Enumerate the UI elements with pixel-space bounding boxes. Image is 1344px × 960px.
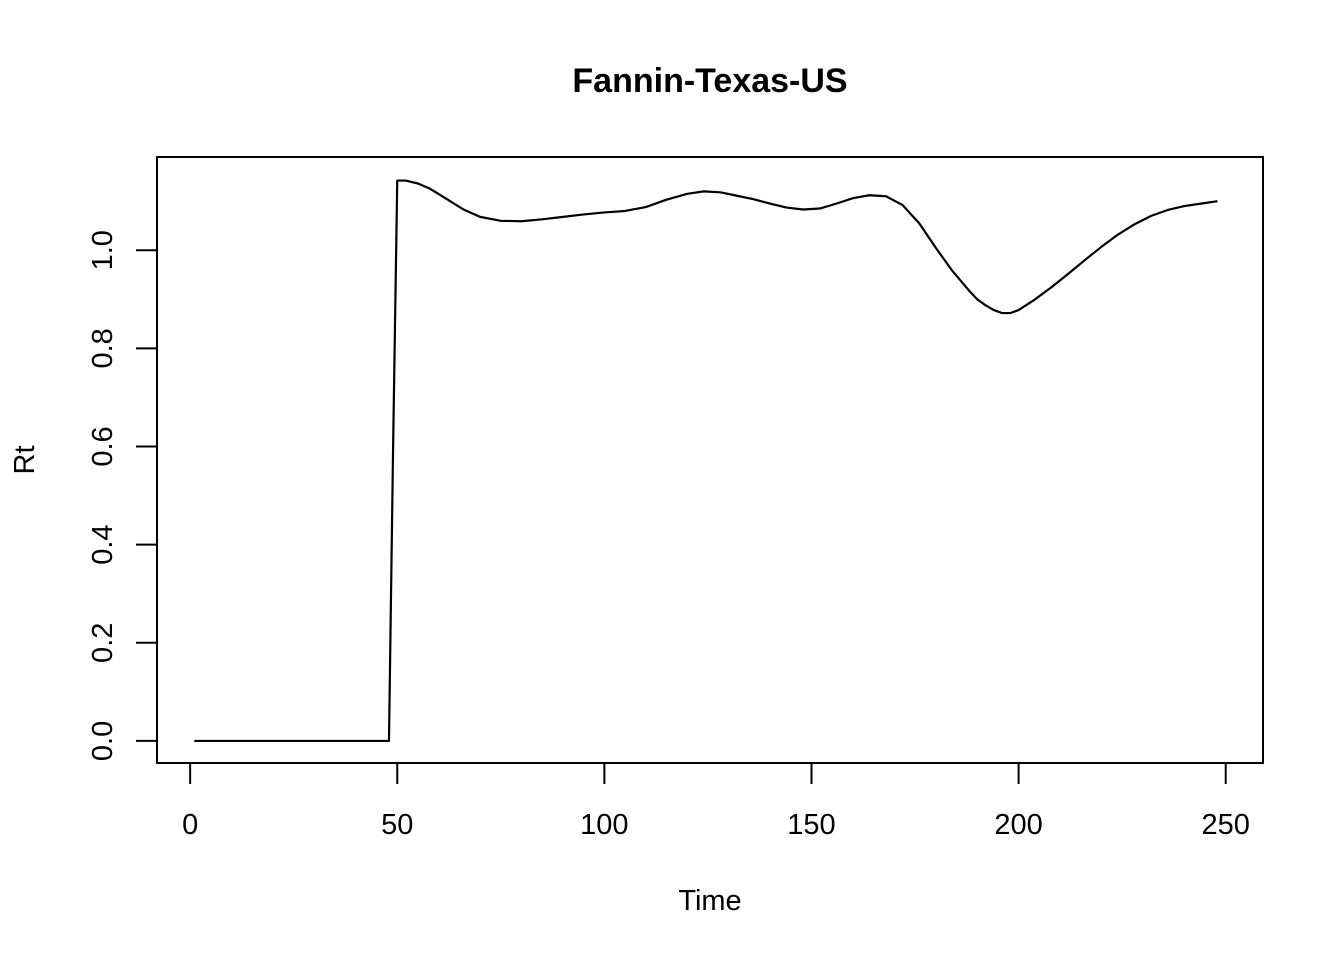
y-tick-label: 0.8 xyxy=(87,328,119,368)
x-axis-label: Time xyxy=(678,885,741,917)
plot-frame xyxy=(156,156,1264,764)
y-tick-label: 1.0 xyxy=(87,230,119,270)
x-axis: 0 50 100 150 200 250 xyxy=(182,762,1250,841)
x-tick-label: 100 xyxy=(580,809,628,841)
chart-title: Fannin-Texas-US xyxy=(572,62,847,100)
y-axis: 0.0 0.2 0.4 0.6 0.8 1.0 xyxy=(87,230,158,761)
y-tick-label: 0.4 xyxy=(87,524,119,564)
y-tick-label: 0.2 xyxy=(87,623,119,663)
x-tick-label: 150 xyxy=(787,809,835,841)
rt-series-line xyxy=(194,179,1218,743)
x-tick-label: 200 xyxy=(994,809,1042,841)
y-tick-label: 0.6 xyxy=(87,426,119,466)
y-tick-label: 0.0 xyxy=(87,721,119,761)
x-tick-label: 250 xyxy=(1202,809,1250,841)
x-tick-label: 50 xyxy=(381,809,413,841)
y-axis-label: Rt xyxy=(9,446,41,475)
x-tick-label: 0 xyxy=(182,809,198,841)
